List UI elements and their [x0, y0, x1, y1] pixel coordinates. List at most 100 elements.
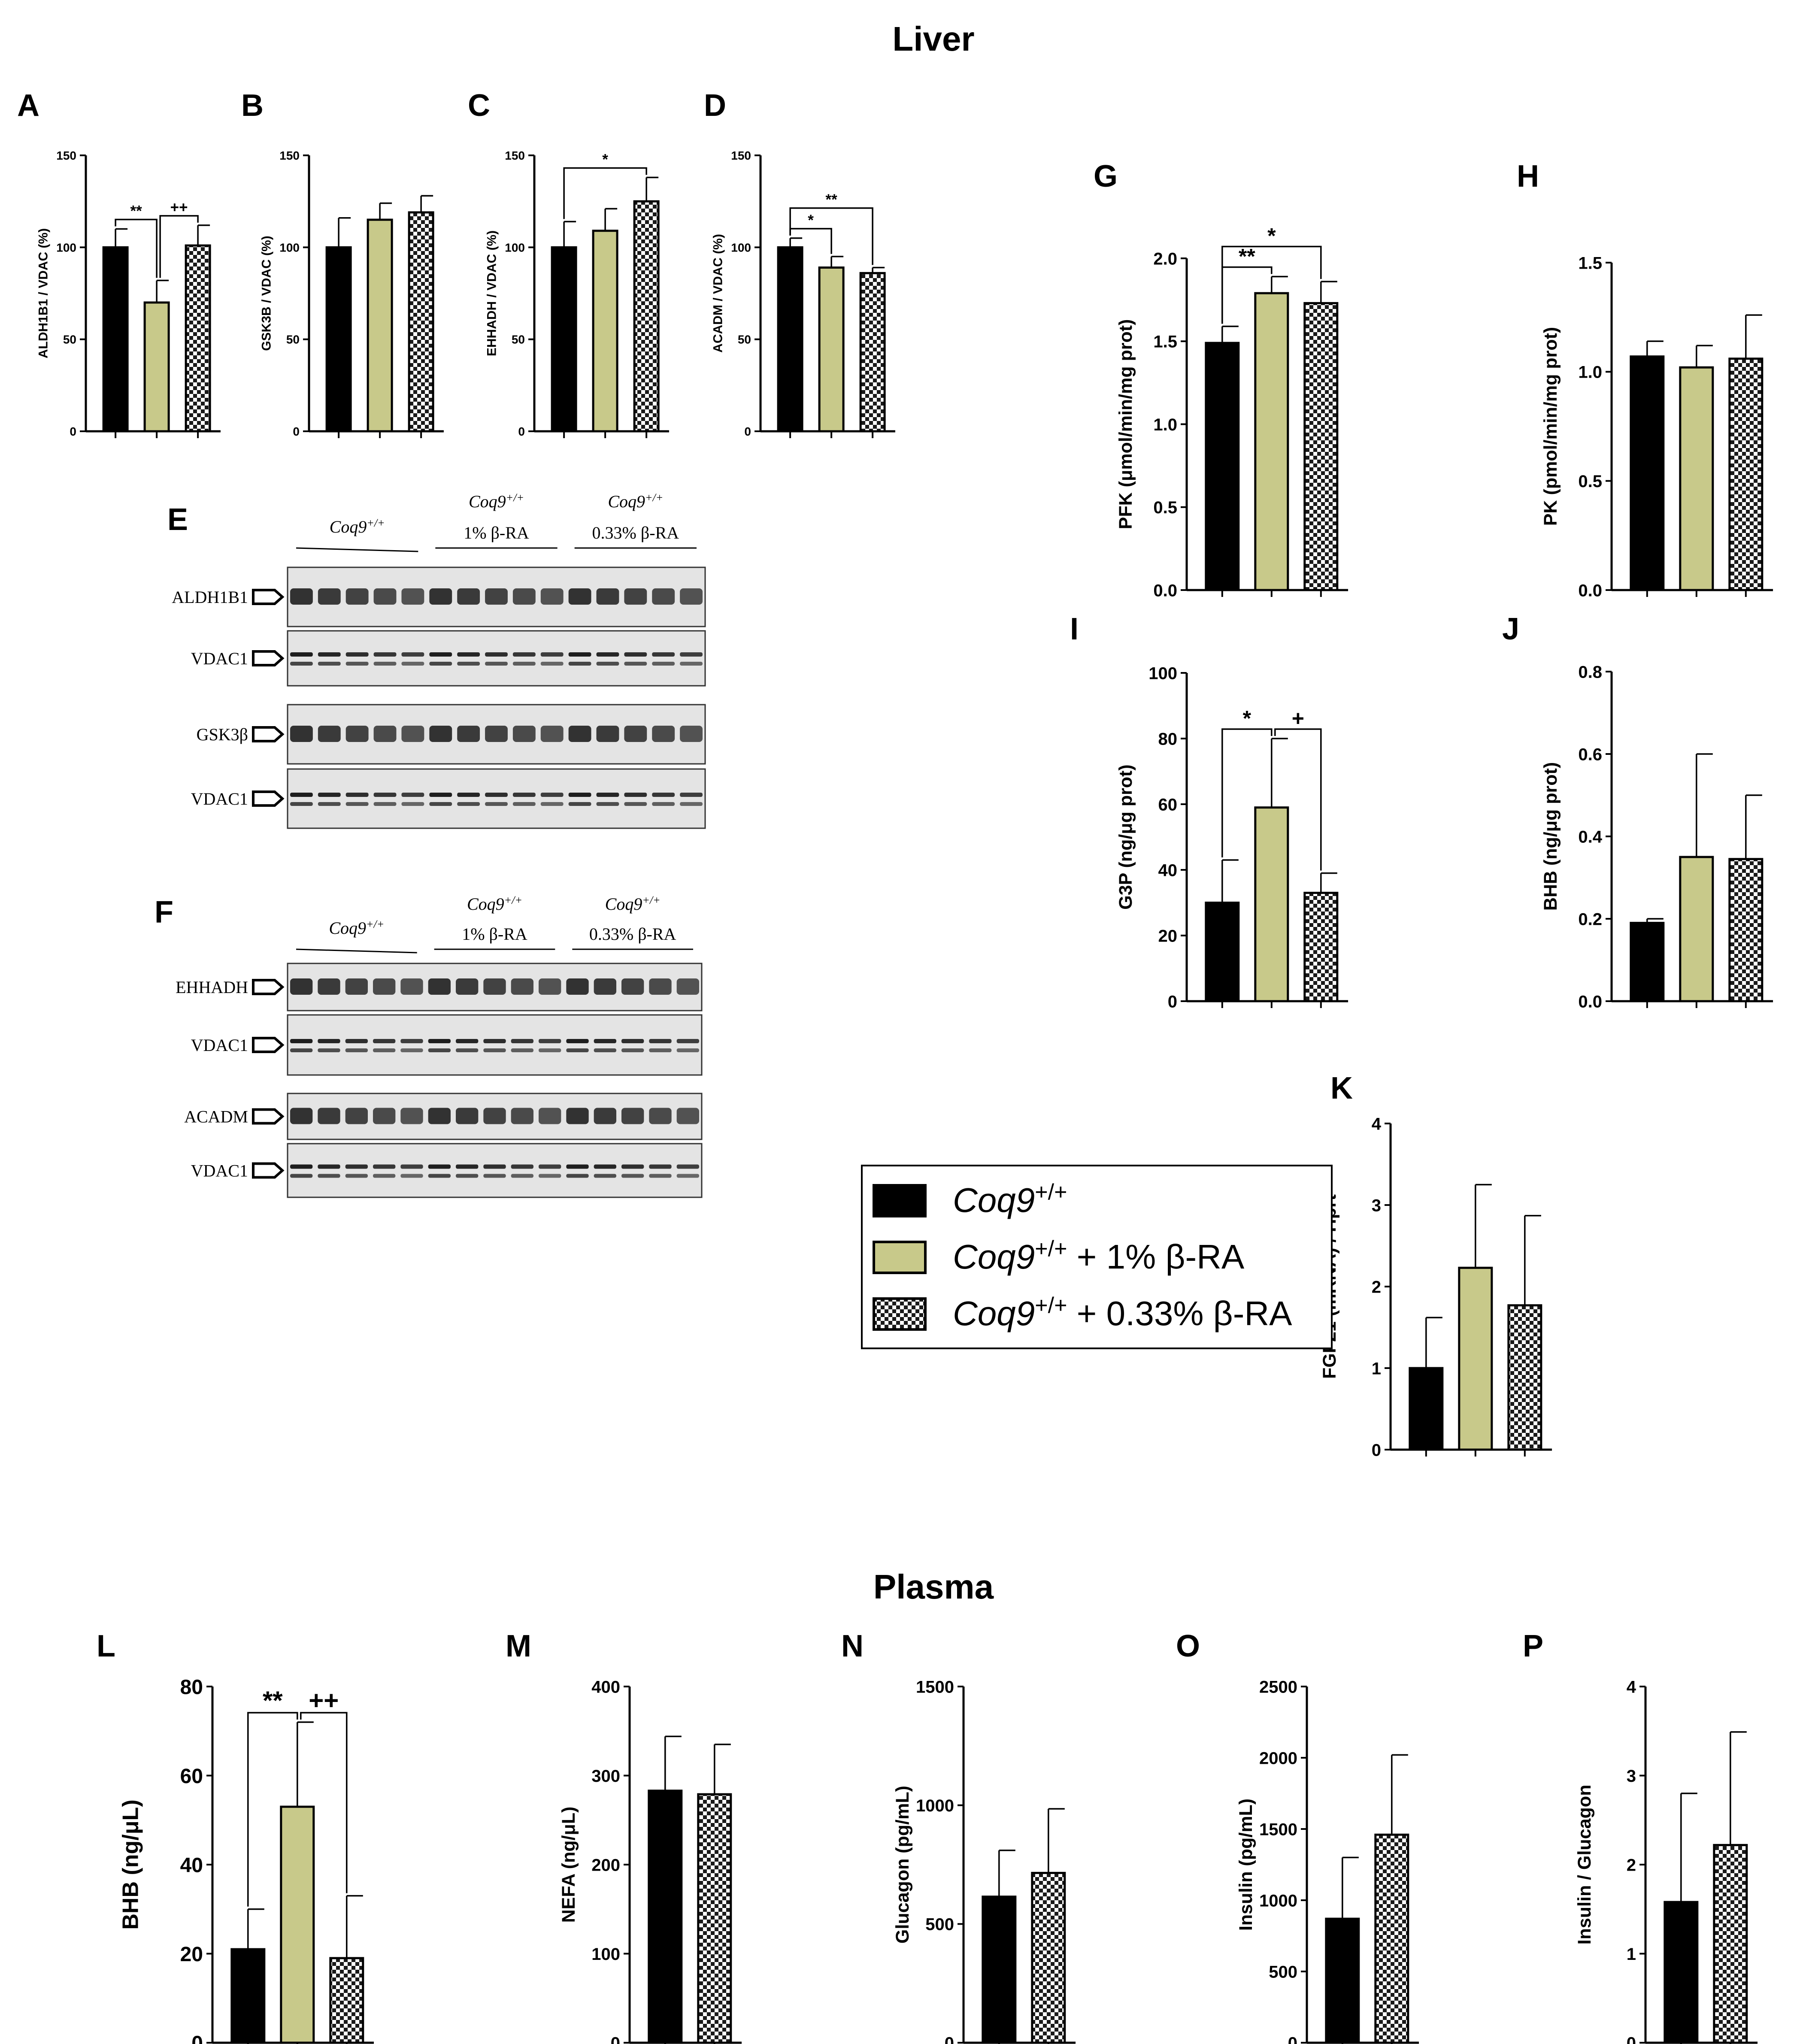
- blot-band: [594, 978, 616, 995]
- blot-band: [485, 793, 508, 797]
- blot-row-label: VDAC1: [191, 789, 248, 809]
- blot-band: [540, 652, 564, 657]
- bar: [1507, 1304, 1542, 1451]
- bar: [1303, 892, 1339, 1002]
- bar: [1728, 357, 1764, 591]
- significance-bracket: [1221, 245, 1322, 324]
- bar: [1409, 1367, 1444, 1451]
- significance-label: ++: [309, 1686, 339, 1715]
- significance-label: **: [130, 203, 142, 219]
- blot-band: [456, 1108, 479, 1124]
- blot-band: [400, 1174, 423, 1178]
- blot-membrane: [287, 768, 706, 829]
- y-axis-label: ACADM / VDAC (%): [711, 234, 725, 353]
- y-tick-label: 0: [191, 2032, 203, 2044]
- blot-band: [401, 726, 424, 742]
- y-tick-label: 1.0: [1578, 363, 1602, 382]
- blot-row-label: VDAC1: [191, 1036, 248, 1055]
- y-tick-label: 1: [1627, 1945, 1636, 1964]
- blot-band: [345, 1108, 368, 1124]
- blot-band: [568, 662, 591, 666]
- y-tick-label: 100: [279, 241, 300, 254]
- blot-band: [676, 1039, 699, 1043]
- blot-band: [483, 1174, 506, 1178]
- bar: [551, 246, 577, 433]
- significance-label: *: [602, 151, 608, 168]
- blot-band: [373, 1164, 396, 1169]
- blot-band: [621, 1108, 644, 1124]
- blot-band: [456, 1048, 479, 1052]
- blot-group-treatment: 1% β-RA: [462, 924, 527, 944]
- y-axis-label: Insulin (pg/mL): [1236, 1799, 1256, 1931]
- significance-bracket: [300, 1712, 348, 1893]
- blot-band: [621, 1039, 644, 1043]
- legend-label: Coq9+/+ + 0.33% β-RA: [953, 1293, 1292, 1332]
- blot-band: [428, 1174, 451, 1178]
- blot-band: [400, 1108, 423, 1124]
- legend-label: Coq9+/+ + 1% β-RA: [953, 1236, 1245, 1276]
- blot-band: [290, 588, 313, 605]
- y-tick-label: 3: [1372, 1196, 1381, 1215]
- y-tick-label: 0.5: [1578, 472, 1602, 491]
- blot-band: [566, 1039, 589, 1043]
- blot-band: [680, 662, 703, 666]
- y-tick-label: 500: [1269, 1962, 1297, 1981]
- blot-band: [318, 1108, 340, 1124]
- y-tick-label: 150: [56, 149, 76, 162]
- y-tick-label: 80: [180, 1676, 203, 1699]
- blot-band: [457, 802, 480, 806]
- blot-band: [540, 588, 564, 605]
- y-tick-label: 150: [505, 149, 525, 162]
- blot-band: [566, 1108, 589, 1124]
- bar: [592, 230, 618, 433]
- blot-band: [568, 793, 591, 797]
- y-axis-label: PK (pmol/min/mg prot): [1540, 327, 1561, 526]
- arrow-marker-icon: [252, 790, 285, 807]
- bar: [367, 218, 393, 433]
- blot-group-label: Coq9+/+: [467, 894, 522, 914]
- blot-band: [539, 1039, 561, 1043]
- blot-band: [540, 802, 564, 806]
- y-tick-label: 2000: [1259, 1749, 1297, 1768]
- blot-band: [401, 793, 424, 797]
- blot-band: [373, 1039, 396, 1043]
- y-axis-label: ALDH1B1 / VDAC (%): [36, 228, 50, 358]
- significance-bracket: [1221, 728, 1273, 858]
- blot-band: [318, 588, 341, 605]
- panel-letter: F: [155, 895, 173, 930]
- panel-I: I 0 20 40 60 80 100 G3P (ng/μg prot) * +: [1070, 612, 1348, 1011]
- y-tick-label: 100: [1148, 664, 1177, 683]
- blot-band: [345, 802, 369, 806]
- blot-row-label: VDAC1: [191, 1161, 248, 1181]
- bar: [230, 1948, 266, 2044]
- blot-band: [345, 1164, 368, 1169]
- blot-band: [568, 726, 591, 742]
- legend-swatch: [873, 1241, 927, 1274]
- blot-band: [621, 1174, 644, 1178]
- panel-letter: K: [1330, 1071, 1353, 1105]
- legend-treatment: + 0.33% β-RA: [1067, 1294, 1292, 1332]
- blot-band: [457, 662, 480, 666]
- significance-label: *: [1243, 706, 1252, 730]
- y-tick-label: 1: [1372, 1359, 1381, 1378]
- bar: [1630, 355, 1665, 591]
- blot-band: [318, 662, 341, 666]
- blot-group-genotype: +/+: [506, 491, 524, 504]
- blot-band: [400, 1048, 423, 1052]
- blot-band: [483, 1039, 506, 1043]
- blot-band: [483, 1108, 506, 1124]
- y-tick-label: 0.6: [1578, 745, 1602, 764]
- y-tick-label: 300: [591, 1767, 620, 1786]
- bar: [1031, 1871, 1066, 2044]
- blot-band: [290, 662, 313, 666]
- blot-band: [401, 652, 424, 657]
- panel-letter: D: [704, 88, 726, 123]
- bar: [280, 1805, 315, 2044]
- significance-bracket: [789, 207, 873, 265]
- blot-band: [483, 978, 506, 995]
- bar: [185, 244, 211, 433]
- blot-band: [539, 1048, 561, 1052]
